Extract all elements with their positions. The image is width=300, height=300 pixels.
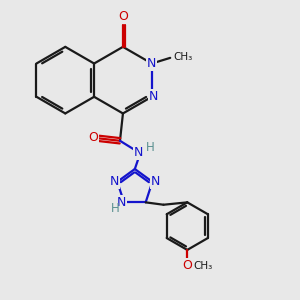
Text: CH₃: CH₃: [194, 261, 213, 271]
Text: O: O: [118, 10, 128, 23]
Text: N: N: [148, 90, 158, 103]
Text: O: O: [182, 260, 192, 272]
Text: N: N: [147, 57, 157, 70]
Text: N: N: [116, 196, 126, 209]
Text: N: N: [151, 175, 160, 188]
Text: H: H: [111, 202, 120, 215]
Text: CH₃: CH₃: [173, 52, 192, 62]
Text: N: N: [134, 146, 143, 159]
Text: N: N: [110, 175, 119, 188]
Text: H: H: [146, 141, 154, 154]
Text: O: O: [88, 131, 98, 144]
